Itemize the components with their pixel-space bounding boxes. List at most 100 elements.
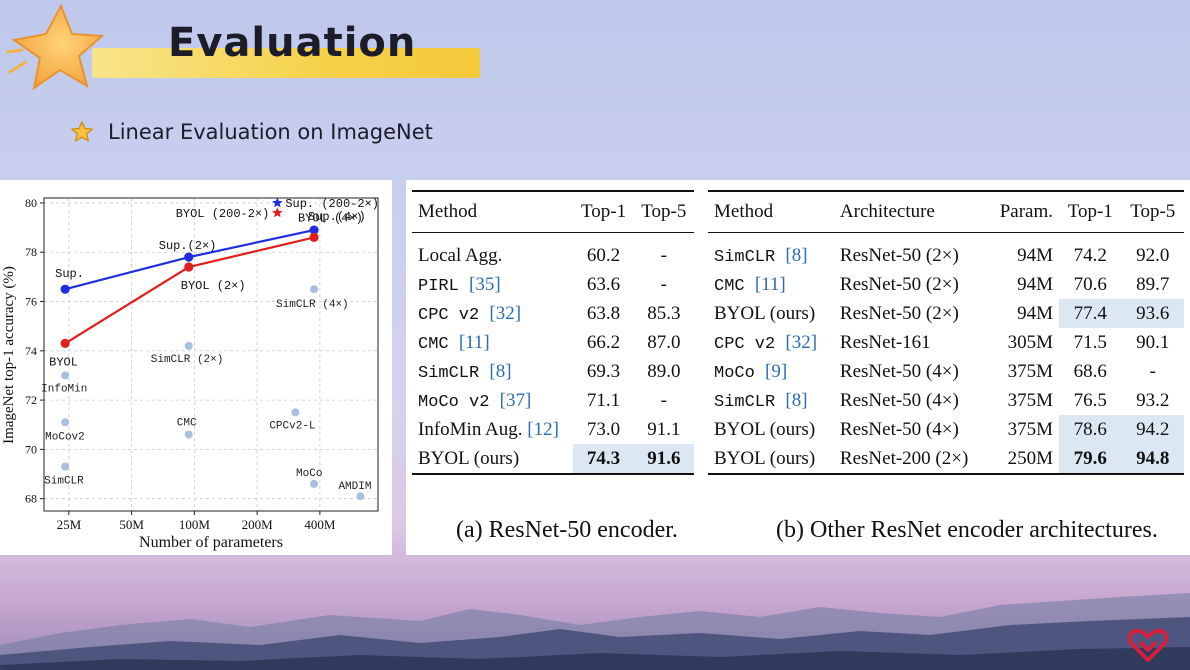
method-name: CMC bbox=[714, 276, 755, 296]
data-point bbox=[60, 284, 70, 294]
cell-top5: 93.6 bbox=[1121, 299, 1184, 328]
column-header-method: Method bbox=[418, 201, 478, 222]
point-label: Sup. bbox=[55, 267, 84, 281]
chart-panel: 68 70 72 74 76 78 80 25M 50M 100M 200M 400M InfoMi… bbox=[0, 180, 392, 555]
tables-panel: Method Top-1 Top-5 Local Agg. 60.2- PIRL [… bbox=[406, 180, 1190, 555]
cell-param: 94M bbox=[1017, 273, 1053, 295]
x-tick-label: 400M bbox=[304, 517, 336, 532]
table-row: CMC [11] ResNet-50 (2×) 94M 70.6 89.7 bbox=[708, 270, 1184, 299]
method-name: SimCLR bbox=[714, 392, 786, 412]
cell-top1: 76.5 bbox=[1073, 389, 1107, 411]
accuracy-vs-params-chart: 68 70 72 74 76 78 80 25M 50M 100M 200M 400M InfoMi… bbox=[1, 196, 379, 551]
cell-method: BYOL (ours) bbox=[412, 444, 573, 474]
data-point bbox=[60, 338, 70, 349]
column-header-method: Method bbox=[714, 201, 774, 222]
cell-top1: 71.1 bbox=[586, 389, 621, 411]
y-tick-label: 74 bbox=[25, 344, 37, 358]
table-row: Local Agg. 60.2 - bbox=[412, 233, 694, 271]
table-b-caption: (b) Other ResNet encoder architectures. bbox=[776, 517, 1158, 543]
column-header-top1: Top-1 bbox=[580, 201, 627, 222]
star-bullet-icon bbox=[71, 121, 93, 142]
cell-param: 250M bbox=[1007, 447, 1053, 469]
cell-top1: 74.3 bbox=[573, 444, 634, 474]
cell-method: SimCLR [8] bbox=[708, 233, 834, 271]
star-label: Sup. (200-2×) bbox=[285, 197, 379, 211]
point-label: Sup.(4×) bbox=[308, 210, 366, 224]
citation-ref: [8] bbox=[785, 389, 808, 411]
method-name: BYOL (ours) bbox=[418, 447, 520, 469]
point-label: Sup.(2×) bbox=[159, 239, 217, 253]
table-a-caption: (a) ResNet-50 encoder. bbox=[456, 517, 678, 543]
cell-param: 94M bbox=[1017, 244, 1053, 266]
cell-top5: 94.2 bbox=[1121, 415, 1184, 444]
table-row: SimCLR [8] ResNet-50 (4×) 375M 76.5 93.2 bbox=[708, 386, 1184, 415]
y-tick-label: 70 bbox=[25, 442, 37, 456]
cell-top5: 85.3 bbox=[647, 302, 681, 324]
cell-method: CMC [11] bbox=[412, 328, 573, 357]
x-tick-label: 50M bbox=[119, 517, 144, 532]
method-name: MoCo bbox=[714, 363, 766, 383]
cell-top1: 70.6 bbox=[1073, 273, 1107, 295]
table-row: CPC v2 [32] 63.8 85.3 bbox=[412, 299, 694, 328]
y-tick-label: 68 bbox=[25, 492, 37, 506]
cell-method: SimCLR [8] bbox=[412, 357, 573, 386]
cell-top1: 69.3 bbox=[586, 360, 621, 382]
cell-param: 375M bbox=[1007, 389, 1053, 411]
table-row: MoCo v2 [37] 71.1 - bbox=[412, 386, 694, 415]
table-row: BYOL (ours) ResNet-50 (2×) 94M 77.4 93.6 bbox=[708, 299, 1184, 328]
table-row: SimCLR [8] 69.3 89.0 bbox=[412, 357, 694, 386]
data-point bbox=[309, 232, 319, 243]
data-point-other bbox=[356, 492, 365, 501]
cell-method: PIRL [35] bbox=[412, 270, 573, 299]
cell-top1: 78.6 bbox=[1059, 415, 1122, 444]
x-axis-label: Number of parameters bbox=[139, 534, 283, 551]
cell-top1: 71.5 bbox=[1073, 331, 1107, 353]
citation-ref: [37] bbox=[499, 389, 532, 411]
data-point-other bbox=[61, 418, 70, 427]
star-marker bbox=[272, 197, 283, 208]
cell-param: 94M bbox=[1017, 302, 1053, 324]
cell-param: 375M bbox=[1007, 360, 1053, 382]
citation-ref: [11] bbox=[754, 273, 786, 295]
star-logo bbox=[6, 3, 105, 91]
data-point-other bbox=[184, 341, 193, 350]
method-name: SimCLR bbox=[714, 247, 786, 267]
cell-method: MoCo [9] bbox=[708, 357, 834, 386]
y-tick-label: 78 bbox=[25, 245, 37, 259]
data-point-other bbox=[291, 408, 300, 417]
table-row: SimCLR [8] ResNet-50 (2×) 94M 74.2 92.0 bbox=[708, 233, 1184, 271]
method-name: CPC v2 bbox=[714, 334, 786, 354]
method-name: SimCLR bbox=[418, 363, 490, 383]
cell-top1: 66.2 bbox=[586, 331, 621, 353]
cell-top5: 89.7 bbox=[1136, 273, 1170, 295]
citation-ref: [35] bbox=[469, 273, 501, 295]
cell-method: CPC v2 [32] bbox=[708, 328, 834, 357]
star-markers: Sup. (200-2×) BYOL (200-2×) bbox=[176, 197, 379, 221]
cell-architecture: ResNet-50 (4×) bbox=[839, 389, 959, 411]
cell-top5: - bbox=[660, 244, 667, 266]
cell-top1: 63.6 bbox=[586, 273, 621, 295]
point-label-other: SimCLR (2×) bbox=[151, 354, 224, 366]
table-resnet50: Method Top-1 Top-5 Local Agg. 60.2- PIRL [… bbox=[412, 190, 694, 475]
title-highlight-bar bbox=[92, 48, 480, 78]
cell-method: BYOL (ours) bbox=[708, 299, 834, 328]
chart-gridlines bbox=[44, 198, 378, 511]
cell-architecture: ResNet-161 bbox=[839, 331, 931, 353]
point-label: BYOL bbox=[49, 355, 78, 369]
data-point-other bbox=[310, 285, 319, 294]
point-labels: Sup. BYOL Sup.(2×) BYOL (2×) Sup.(4×)BYOL (4… bbox=[49, 210, 365, 369]
cell-param: 375M bbox=[1007, 418, 1053, 440]
method-name: BYOL (ours) bbox=[714, 447, 816, 469]
cell-top1: 77.4 bbox=[1059, 299, 1122, 328]
table-row: MoCo [9] ResNet-50 (4×) 375M 68.6- bbox=[708, 357, 1184, 386]
cell-top1: 79.6 bbox=[1059, 444, 1122, 474]
point-label-other: MoCo bbox=[296, 468, 322, 480]
table-row: BYOL (ours) 74.3 91.6 bbox=[412, 444, 694, 474]
point-label-other: CPCv2-L bbox=[269, 420, 315, 432]
data-point bbox=[309, 225, 319, 235]
x-tick-label: 25M bbox=[57, 517, 82, 532]
method-name: BYOL (ours) bbox=[714, 302, 816, 324]
cell-method: CPC v2 [32] bbox=[412, 299, 573, 328]
data-point bbox=[184, 252, 194, 262]
cell-method: CMC [11] bbox=[708, 270, 834, 299]
